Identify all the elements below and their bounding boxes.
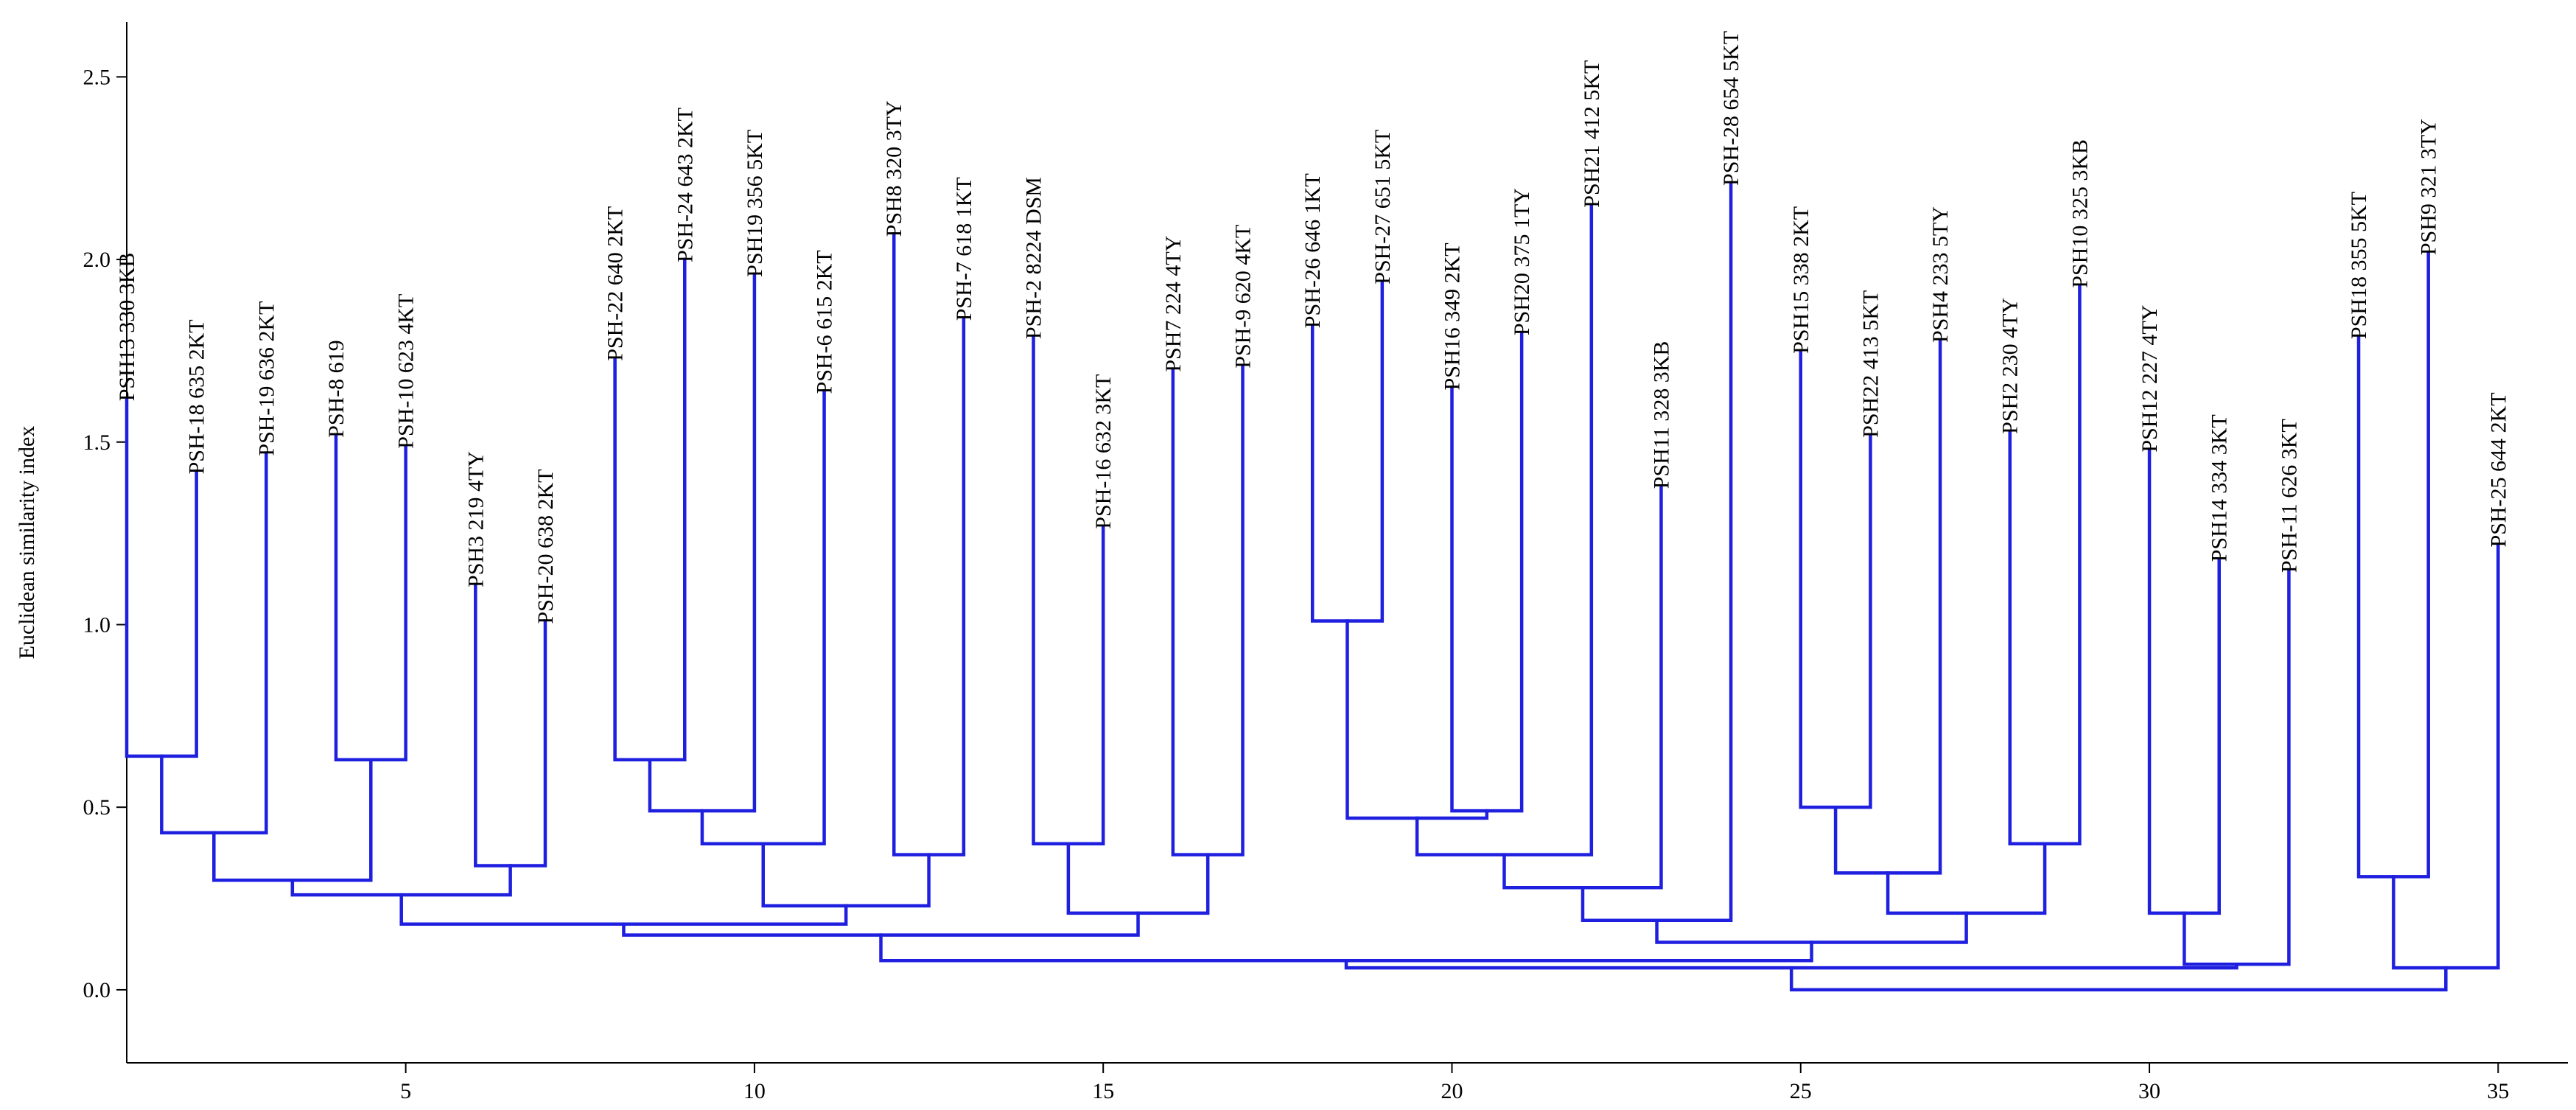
- leaf-label: PSH12 227 4TY: [2138, 305, 2162, 453]
- x-tick-label: 5: [400, 1079, 411, 1103]
- y-tick-label: 2.0: [83, 248, 111, 272]
- leaf-labels: PSH13 330 3KB PSH-18 635 2KT PSH-19 636 2K…: [115, 31, 2510, 624]
- dendrogram-link-n24: [1833, 338, 1942, 875]
- leaf-label: PSH16 349 2KT: [1440, 242, 1464, 390]
- branches: [125, 181, 2500, 992]
- leaf-label: PSH20 375 1TY: [1510, 188, 1534, 335]
- dendrogram-link-n17: [1310, 279, 1385, 623]
- leaf-label: PSH13 330 3KB: [115, 253, 139, 402]
- leaf-label: PSH-11 626 3KT: [2277, 419, 2301, 573]
- x-tick-label: 30: [2138, 1079, 2160, 1103]
- leaf-label: PSH-28 654 5KT: [1719, 31, 1743, 186]
- dendrogram-link-n12: [399, 893, 848, 926]
- leaf-label: PSH-2 8224 DSM: [1022, 177, 1046, 339]
- y-axis-title: Euclidean similarity index: [15, 426, 39, 660]
- leaf-label: PSH-16 632 3KT: [1091, 374, 1116, 529]
- leaf-label: PSH14 334 3KT: [2208, 414, 2232, 562]
- leaf-label: PSH-26 646 1KT: [1301, 173, 1325, 328]
- leaf-label: PSH3 219 4TY: [463, 451, 488, 587]
- y-tick-label: 2.5: [83, 65, 111, 89]
- dendrogram-link-n5: [474, 582, 547, 868]
- y-tick-label: 1.0: [83, 612, 111, 637]
- dendrogram-link-n2: [160, 451, 268, 835]
- leaf-label: PSH10 325 3KB: [2068, 139, 2092, 288]
- dendrogram-link-n27: [1655, 911, 1968, 944]
- leaf-label: PSH8 320 3TY: [882, 100, 906, 237]
- leaf-label: PSH-10 623 4KT: [394, 294, 419, 449]
- leaf-label: PSH-25 644 2KT: [2486, 392, 2510, 547]
- leaf-label: PSH11 328 3KB: [1649, 341, 1673, 489]
- axes: 0.0 0.5 1.0 1.5 2.0 2.5 5 10 15 20 25 30 35 Euclidean…: [15, 22, 2568, 1103]
- leaf-label: PSH21 412 5KT: [1580, 60, 1604, 208]
- y-tick-label: 0.5: [83, 795, 111, 820]
- leaf-label: PSH2 230 4TY: [1998, 298, 2023, 434]
- x-tick-label: 20: [1441, 1079, 1463, 1103]
- x-tick-label: 35: [2487, 1079, 2509, 1103]
- leaf-label: PSH22 413 5KT: [1858, 290, 1883, 438]
- x-tick-label: 10: [743, 1079, 766, 1103]
- leaf-label: PSH-8 619: [324, 340, 349, 438]
- x-tick-label: 15: [1092, 1079, 1114, 1103]
- leaf-label: PSH-9 620 4KT: [1231, 225, 1256, 369]
- dendrogram-link-n9: [700, 389, 826, 845]
- leaf-label: PSH-6 615 2KT: [813, 250, 837, 394]
- leaf-label: PSH18 355 5KT: [2347, 192, 2371, 339]
- y-tick-label: 1.5: [83, 430, 111, 455]
- dendrogram-link-n22: [1581, 181, 1733, 923]
- leaf-label: PSH-27 651 5KT: [1371, 130, 1395, 285]
- dendrogram-link-n3: [334, 433, 407, 762]
- dendrogram-link-n30: [2183, 568, 2291, 966]
- leaf-label: PSH15 338 2KT: [1789, 206, 1813, 354]
- dendrogram-link-n26: [1886, 842, 2047, 915]
- leaf-label: PSH-20 638 2KT: [533, 470, 558, 624]
- leaf-label: PSH-7 618 1KT: [952, 177, 976, 321]
- leaf-label: PSH-24 643 2KT: [673, 108, 697, 262]
- dendrogram-link-n28: [879, 933, 1813, 963]
- x-tick-label: 25: [1790, 1079, 1812, 1103]
- dendrogram-link-n14: [1171, 363, 1245, 856]
- dendrogram-link-n21: [1502, 484, 1663, 890]
- y-tick-label: 0.0: [83, 978, 111, 1002]
- leaf-label: PSH-19 636 2KT: [254, 301, 279, 456]
- dendrogram-link-n10: [892, 232, 966, 856]
- leaf-label: PSH-22 640 2KT: [603, 206, 628, 361]
- leaf-label: PSH7 224 4TY: [1161, 236, 1186, 372]
- dendrogram-link-n4: [212, 758, 373, 882]
- leaf-label: PSH19 356 5KT: [743, 130, 767, 277]
- dendrogram-link-n32: [2392, 542, 2500, 970]
- leaf-label: PSH4 233 5TY: [1928, 206, 1953, 343]
- leaf-label: PSH9 321 3TY: [2417, 119, 2441, 255]
- dendrogram-link-n18: [1450, 330, 1524, 813]
- dendrogram-link-n19: [1345, 619, 1489, 820]
- leaf-label: PSH-18 635 2KT: [185, 319, 209, 474]
- dendrogram-link-n31: [2356, 250, 2430, 879]
- dendrogram-link-n8: [648, 272, 757, 813]
- dendrogram-link-n34: [1789, 966, 2448, 992]
